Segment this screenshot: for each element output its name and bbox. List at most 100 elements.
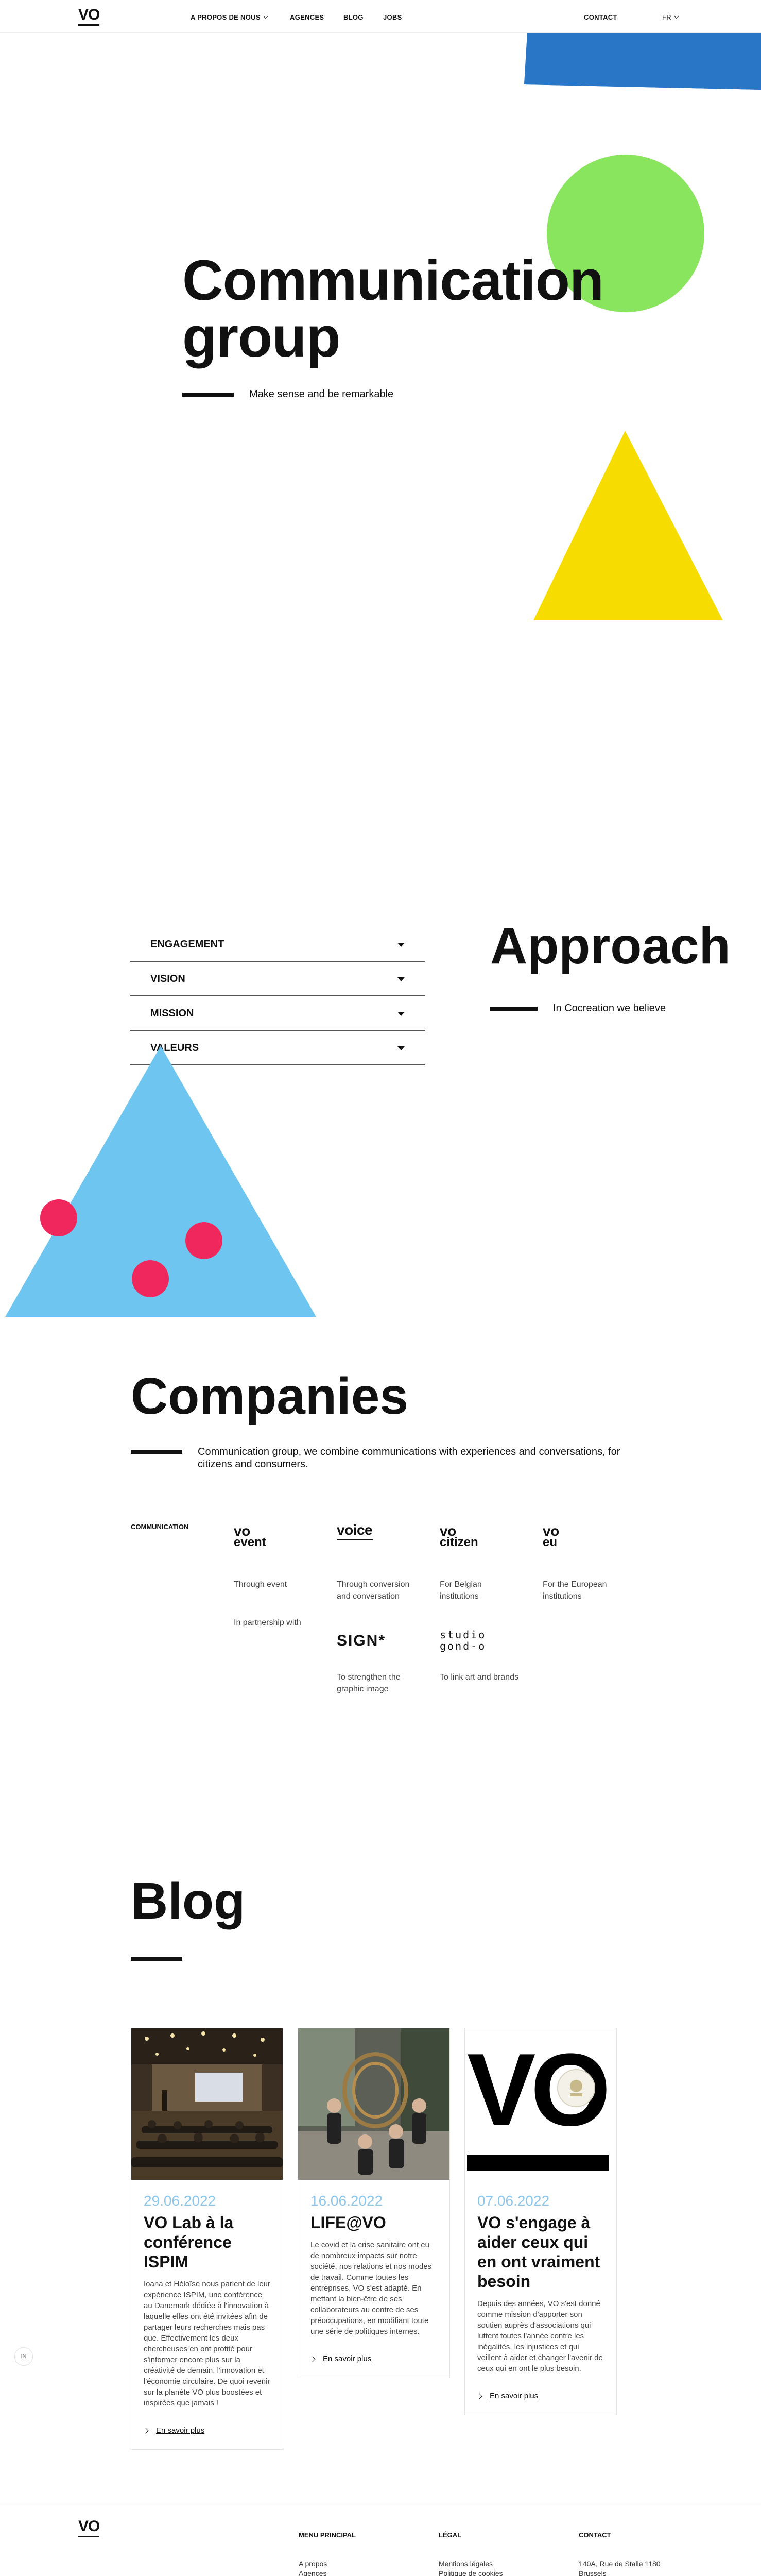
blog-card[interactable]: VO 07.06.2022 VO s'engage à aider ceux q… [464, 2028, 617, 2415]
read-more-link[interactable]: En savoir plus [143, 2426, 270, 2435]
post-excerpt: Depuis des années, VO s'est donné comme … [477, 2299, 603, 2373]
companies-title: Companies [131, 1367, 409, 1425]
hero-subtitle: Make sense and be remarkable [182, 388, 393, 400]
blog-card-body: 29.06.2022 VO Lab à la conférence ISPIM … [131, 2180, 283, 2449]
read-more-label: En savoir plus [490, 2392, 539, 2400]
accordion-label: VISION [150, 973, 185, 985]
approach-accordion: ENGAGEMENT VISION MISSION VALEURS [130, 927, 425, 1065]
brand-logo-line2: citizen [440, 1535, 478, 1549]
arrow-right-icon [476, 2393, 482, 2399]
vo-logo-image: VO [465, 2028, 616, 2180]
accent-bar [131, 1957, 182, 1961]
brand-logo-line2: event [234, 1535, 266, 1549]
blue-parallelogram-shape [524, 33, 761, 90]
yellow-triangle-shape [533, 431, 723, 620]
brand-logo-line1: vo [543, 1523, 559, 1539]
contact-address: 140A, Rue de Stalle 1180 [579, 2560, 661, 2568]
hero-title-line1: Communication [182, 249, 604, 312]
nav-about-label: A PROPOS DE NOUS [191, 13, 261, 21]
accent-bar [131, 1450, 182, 1454]
hero-title-line2: group [182, 306, 341, 369]
brand-logo-line1: vo [234, 1523, 250, 1539]
linkedin-badge[interactable]: IN [14, 2347, 33, 2366]
approach-title: Approach [490, 917, 731, 975]
conference-photo [131, 2028, 283, 2180]
companies-subtitle: Communication group, we combine communic… [131, 1446, 625, 1470]
brand-desc: For Belgian institutions [440, 1580, 482, 1601]
pink-dot [132, 1260, 169, 1297]
caret-down-icon [397, 1046, 405, 1050]
arrow-right-icon [143, 2427, 149, 2434]
brand-desc: For the European institutions [543, 1580, 607, 1601]
brand-logo-line2: eu [543, 1535, 558, 1549]
caret-down-icon [397, 1012, 405, 1016]
footer-link-about[interactable]: A propos [299, 2560, 327, 2568]
brand-vo-citizen[interactable]: vo citizen [440, 1524, 478, 1549]
brand-vo-event[interactable]: vo event [234, 1524, 266, 1549]
post-title[interactable]: VO Lab à la conférence ISPIM [144, 2213, 234, 2271]
footer-contact-title: CONTACT [579, 2531, 611, 2539]
accordion-vision[interactable]: VISION [130, 962, 425, 996]
post-title[interactable]: LIFE@VO [310, 2213, 386, 2232]
hero-subtitle-text: Make sense and be remarkable [249, 388, 394, 400]
post-date: 29.06.2022 [144, 2193, 216, 2209]
companies-category: COMMUNICATION [131, 1523, 189, 1531]
brand-logo-line1: studio [440, 1629, 487, 1641]
post-title[interactable]: VO s'engage à aider ceux qui en ont vrai… [477, 2213, 600, 2291]
brand-sign[interactable]: SIGN* [337, 1632, 386, 1649]
brand-voice[interactable]: voice [337, 1523, 373, 1540]
footer-link-agencies[interactable]: Agences [299, 2569, 327, 2576]
conference-illustration [131, 2028, 283, 2180]
brand-desc: Through event [234, 1580, 287, 1589]
footer-link-cookies[interactable]: Politique de cookies [439, 2569, 503, 2576]
caret-down-icon [397, 977, 405, 981]
contact-city: Brussels [579, 2569, 607, 2576]
brand-vo-eu[interactable]: vo eu [543, 1524, 559, 1549]
caret-down-icon [397, 943, 405, 947]
nav-jobs[interactable]: JOBS [383, 13, 402, 21]
chevron-down-icon [674, 14, 679, 19]
nav-about[interactable]: A PROPOS DE NOUS [191, 13, 268, 21]
chevron-down-icon [263, 14, 268, 19]
footer-vo-logo[interactable]: VO [78, 2519, 100, 2537]
team-photo [298, 2028, 449, 2180]
vo-logo[interactable]: VO [78, 7, 100, 26]
post-date: 07.06.2022 [477, 2193, 550, 2209]
badge-icon [557, 2069, 595, 2107]
blog-card[interactable]: 16.06.2022 LIFE@VO Le covid et la crise … [298, 2028, 450, 2378]
blog-card[interactable]: 29.06.2022 VO Lab à la conférence ISPIM … [131, 2028, 283, 2450]
post-excerpt: Ioana et Héloïse nous parlent de leur ex… [144, 2280, 270, 2408]
brand-logo-line1: voice [337, 1523, 373, 1540]
brand-logo-line2: gond-o [440, 1640, 487, 1652]
footer-contact-list: 140A, Rue de Stalle 1180 Brussels +32(0)… [579, 2559, 661, 2576]
accordion-mission[interactable]: MISSION [130, 996, 425, 1031]
accordion-label: ENGAGEMENT [150, 939, 224, 950]
post-date: 16.06.2022 [310, 2193, 383, 2209]
read-more-label: En savoir plus [156, 2426, 205, 2435]
site-footer: VO NEWSLETTER MENU PRINCIPAL A propos Ag… [0, 2505, 761, 2576]
blog-card-body: 07.06.2022 VO s'engage à aider ceux qui … [465, 2180, 616, 2415]
companies-subtitle-text: Communication group, we combine communic… [198, 1446, 620, 1470]
nav-blog[interactable]: BLOG [343, 13, 364, 21]
pink-dot [185, 1222, 222, 1259]
brand-desc: Through conversion and conversation [337, 1580, 410, 1601]
language-selector[interactable]: FR [662, 13, 679, 21]
accordion-engagement[interactable]: ENGAGEMENT [130, 927, 425, 962]
footer-legal-list: Mentions légales Politique de cookies Vi… [439, 2559, 503, 2576]
approach-subtitle-text: In Cocreation we believe [553, 1003, 666, 1014]
footer-menu-title: MENU PRINCIPAL [299, 2531, 356, 2539]
footer-link-legal[interactable]: Mentions légales [439, 2560, 493, 2568]
blog-card-body: 16.06.2022 LIFE@VO Le covid et la crise … [298, 2180, 449, 2378]
arrow-right-icon [309, 2355, 316, 2362]
partnership-label: In partnership with [234, 1618, 301, 1627]
black-bar [467, 2155, 609, 2171]
blog-title: Blog [131, 1872, 246, 1930]
nav-contact[interactable]: CONTACT [584, 13, 617, 21]
brand-desc: To strengthen the graphic image [337, 1673, 401, 1693]
brand-studio-gondo[interactable]: studio gond-o [440, 1629, 486, 1652]
read-more-link[interactable]: En savoir plus [476, 2392, 604, 2400]
nav-agencies[interactable]: AGENCES [290, 13, 324, 21]
green-circle-shape [547, 155, 704, 312]
language-label: FR [662, 13, 671, 21]
read-more-link[interactable]: En savoir plus [309, 2354, 437, 2363]
